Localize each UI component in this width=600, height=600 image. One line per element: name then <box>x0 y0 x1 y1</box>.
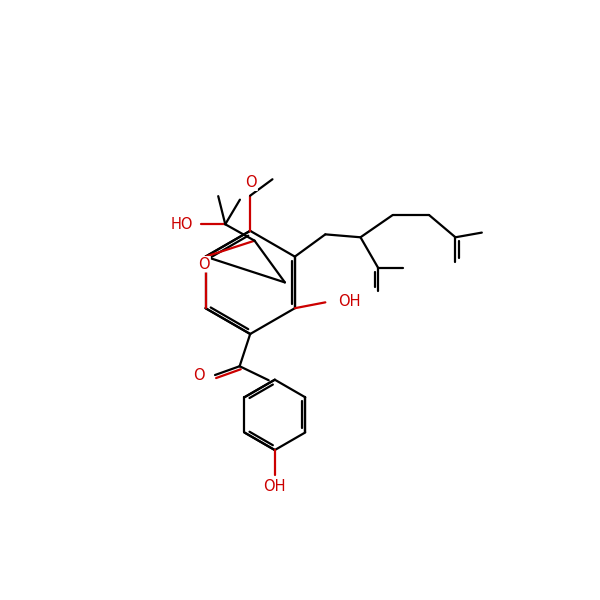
Text: OH: OH <box>338 293 361 308</box>
Text: O: O <box>193 368 205 383</box>
Text: O: O <box>199 257 210 272</box>
Text: O: O <box>245 175 257 190</box>
Text: HO: HO <box>171 217 194 232</box>
Text: OH: OH <box>263 479 286 494</box>
